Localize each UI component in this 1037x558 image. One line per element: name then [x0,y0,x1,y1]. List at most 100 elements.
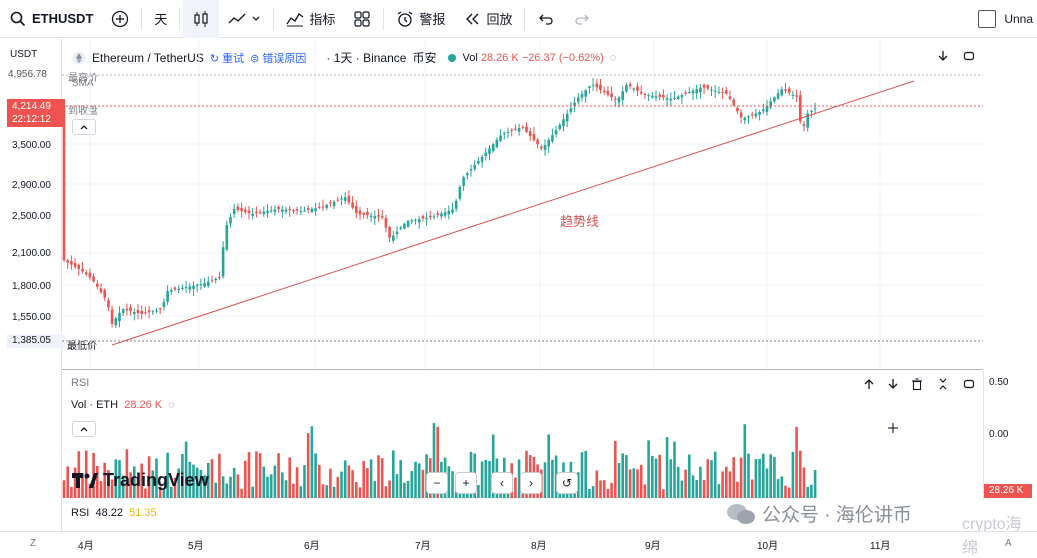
pane-down-button[interactable] [882,373,904,395]
volume-bar [380,458,384,498]
replay-button[interactable]: 回放 [454,0,521,38]
chevron-down-icon[interactable] [251,14,261,24]
indicator-axis[interactable] [983,370,1037,500]
undo-button[interactable] [528,0,564,38]
candle [292,210,295,212]
timezone-z[interactable]: Z [30,538,37,549]
candle [532,133,536,141]
candle [658,94,661,97]
layout-name[interactable]: Unna [1004,12,1033,26]
redo-button[interactable] [564,0,600,38]
pane-delete-button[interactable] [906,373,928,395]
candle [806,113,809,128]
volume-bar [628,469,632,498]
collapse-vol-button[interactable] [72,421,96,437]
candle [218,277,221,279]
volume-bar [488,460,491,498]
pane-separator[interactable] [62,369,983,370]
volume-bar [717,484,721,498]
price-axis[interactable]: USDT [0,39,62,531]
candle [429,215,432,218]
zoom-out-button[interactable]: − [426,472,448,494]
retry-link[interactable]: ↻ 重试 [209,52,245,65]
volume-bar [347,465,351,498]
pair-name[interactable]: Ethereum / TetherUS [92,50,204,65]
candle [743,117,747,121]
arrow-up-icon [864,379,874,389]
line-type-button[interactable] [219,0,270,38]
volume-bar [421,469,425,498]
volume-bar [73,467,77,498]
volume-bar [236,474,240,498]
scroll-left-button[interactable]: ‹ [491,472,513,494]
volume-bar [329,468,332,498]
candle [454,200,458,209]
candle [403,223,406,229]
indicators-label: 指标 [309,12,336,27]
candle [725,90,728,94]
volume-bar [688,454,691,498]
candle [214,278,217,281]
candle [96,283,99,287]
volume-bar [680,480,684,498]
pane-collapse-button[interactable] [932,373,954,395]
volume-bar [669,459,673,498]
compare-button[interactable] [102,0,138,38]
candle [447,210,451,215]
candle [588,86,591,89]
price-chart[interactable] [62,39,983,369]
pane-maximize-button[interactable] [958,373,980,395]
candle [721,91,724,93]
volume-bar [188,461,192,498]
layout-button[interactable] [344,0,380,38]
zoom-in-button[interactable]: + [455,472,477,494]
candle [728,96,732,99]
candle-type-button[interactable] [183,0,220,38]
auto-scale-a[interactable]: A [1005,538,1012,549]
candle [318,207,321,209]
volume-bar [70,486,73,498]
candle [713,90,717,92]
collapse-icon [939,378,947,390]
close-text: 到收盘 [68,106,98,117]
volume-bar [728,471,732,498]
volume-bar [754,459,758,498]
trendline[interactable] [111,80,915,346]
volume-bar [799,450,802,498]
currency-label[interactable]: USDT [10,49,38,60]
candle [765,105,769,113]
volume-bar [210,459,214,498]
volume-bar [747,453,750,498]
error-reason-link[interactable]: ⊜ 错误原因 [250,52,307,65]
candle [762,109,765,112]
volume-bar [199,469,203,498]
move-down-button[interactable] [932,45,954,67]
candle [462,177,465,186]
maximize-pane-button[interactable] [958,45,980,67]
candle [281,209,284,212]
time-axis[interactable] [0,531,1037,554]
candle [369,215,373,217]
minus-icon: − [433,476,441,490]
volume-bar [784,485,787,498]
volume-bar [517,459,521,498]
scroll-right-button[interactable]: › [520,472,542,494]
pane-up-button[interactable] [858,373,880,395]
exchange-cn: 币安 [412,51,437,65]
candle [277,206,280,210]
reset-button[interactable]: ↺ [556,472,578,494]
candle [358,210,362,215]
volume-bar [340,471,343,498]
volume-bar [177,468,180,498]
indicators-button[interactable]: 指标 [277,0,344,38]
alerts-button[interactable]: 警报 [387,0,454,38]
candle [247,210,251,214]
candle [166,290,169,302]
layout-checkbox[interactable] [978,10,997,28]
symbol-search[interactable]: ETHUSDT [0,0,102,38]
interval-button[interactable]: 天 [154,12,168,27]
volume-bar [621,453,624,498]
candle [133,312,136,315]
candle [436,213,439,215]
arrange-icon[interactable] [882,417,904,439]
